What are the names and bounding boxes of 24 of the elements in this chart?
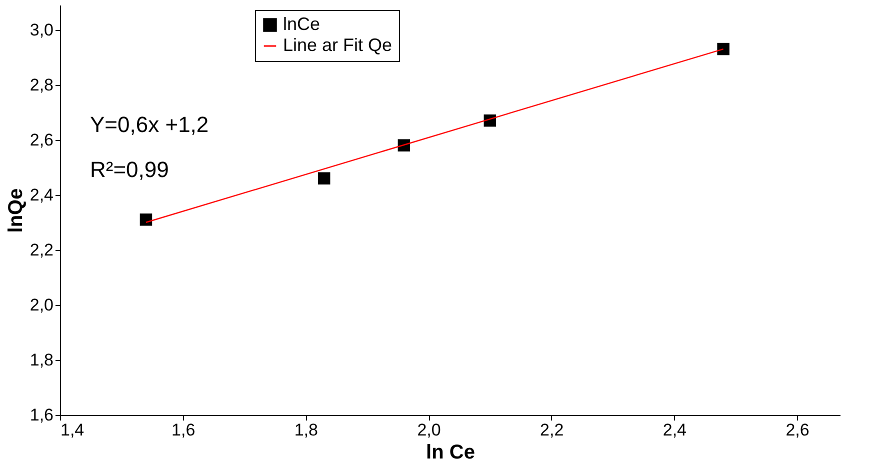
annotation: R²=0,99 — [90, 157, 169, 182]
point — [717, 42, 730, 56]
y-tick-label: 2,4 — [30, 185, 54, 204]
x-tick-label: 2,4 — [662, 420, 686, 440]
y-tick-label: 2,8 — [30, 75, 54, 94]
y-tick-label: 1,8 — [30, 350, 54, 370]
legend-label: lnCe — [283, 14, 320, 34]
y-tick-label: 2,0 — [30, 295, 54, 314]
y-tick-label: 1,6 — [30, 406, 54, 424]
x-tick-label: 2,6 — [786, 420, 810, 440]
x-tick-label: 1,6 — [172, 420, 196, 440]
x-axis-title: ln Ce — [426, 442, 475, 464]
point — [140, 214, 152, 226]
annotation: Y=0,6x +1,2 — [90, 112, 209, 137]
y-tick-label: 2,2 — [30, 240, 54, 260]
point — [318, 172, 330, 184]
y-axis-title: lnQe — [4, 188, 27, 233]
x-tick-label: 1,8 — [294, 420, 318, 440]
x-tick-label: 2,0 — [417, 420, 441, 440]
y-tick-label: 3,0 — [30, 20, 54, 40]
x-tick-label: 2,2 — [540, 420, 564, 440]
x-tick-label: 1,4 — [60, 420, 84, 440]
y-tick-label: 2,6 — [30, 130, 54, 150]
legend-label: Line ar Fit Qe — [283, 35, 392, 55]
